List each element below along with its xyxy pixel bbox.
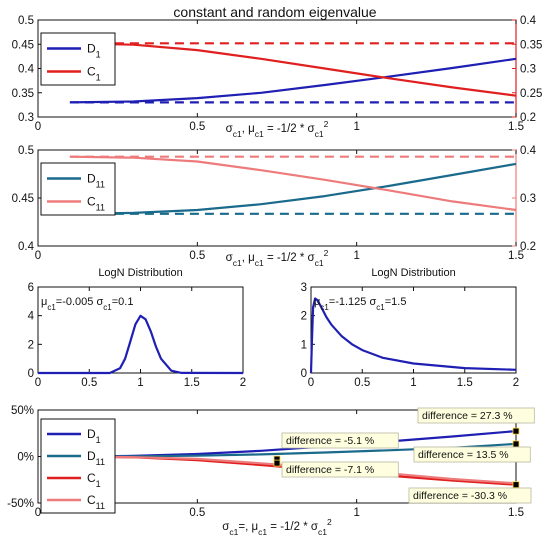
y-tick-label: 0%: [17, 452, 34, 464]
x-tick-label: 1: [353, 121, 359, 133]
difference-annotation-box: [413, 446, 531, 463]
x-axis-label: σc1, μc1 = -1/2 * σc12: [226, 248, 329, 268]
legend-box: [40, 32, 116, 86]
difference-annotation-box: [281, 461, 399, 478]
x-tick-label: 2: [240, 377, 246, 389]
legend-box: [40, 162, 116, 216]
y-tick-label: 4: [28, 311, 35, 323]
difference-annotation-box: [408, 487, 532, 504]
right-y-tick-label: 0.25: [520, 88, 542, 100]
legend-label: C1: [87, 65, 101, 83]
x-tick-label: 0: [35, 250, 41, 262]
series-line-dashed: [309, 297, 517, 374]
difference-annotation: difference = -7.1 %: [286, 464, 374, 476]
series-c11: [69, 155, 517, 212]
panel3: 0 0.5 1 1.5 2 0 2 4 6 LogN Distribution μc1=-0.005…: [28, 267, 247, 389]
distribution-params: μc1=-1.125 σc1=1.5: [314, 296, 406, 312]
x-tick-label: 1: [137, 377, 143, 389]
panel-title: LogN Distribution: [371, 267, 455, 279]
difference-annotation: difference = 13.5 %: [418, 449, 509, 461]
x-tick-label: 0: [35, 377, 41, 389]
x-tick-label: 0: [35, 121, 41, 133]
x-tick-label: 0: [35, 507, 41, 519]
x-tick-label: 1.5: [508, 121, 524, 133]
y-tick-label: 0.4: [18, 64, 35, 76]
datatip-marker: [512, 440, 520, 448]
difference-annotation: difference = -5.1 %: [286, 435, 374, 447]
y-tick-label: -50%: [7, 498, 34, 510]
panel-title: LogN Distribution: [98, 267, 182, 279]
legend-label: D11: [87, 172, 105, 190]
difference-annotation: difference = -30.3 %: [413, 490, 507, 502]
legend-label: D1: [87, 427, 101, 445]
x-axis-label: σc1, μc1 = -1/2 * σc12: [226, 119, 329, 139]
x-tick-label: 1.5: [184, 377, 200, 389]
x-tick-label: 0.5: [354, 377, 370, 389]
x-tick-label: 1: [410, 377, 416, 389]
legend-label: C11: [87, 493, 105, 511]
x-tick-label: 1.5: [457, 377, 473, 389]
y-tick-label: 0.45: [12, 193, 34, 205]
right-y-tick-label: 0.2: [520, 241, 536, 253]
series-d11: [69, 162, 517, 215]
panel4: 0 0.5 1 1.5 2 0 1 2 3 LogN Distribution μc1=-1.125…: [301, 267, 520, 389]
series-line-dashed: [38, 314, 244, 375]
legend-label: D1: [87, 42, 101, 60]
legend-label: C11: [87, 195, 105, 213]
x-tick-label: 1.5: [508, 250, 524, 262]
right-y-tick-label: 0.35: [520, 39, 542, 51]
x-tick-label: 0.5: [189, 507, 205, 519]
y-tick-label: 2: [301, 311, 307, 323]
y-tick-label: 3: [301, 282, 307, 294]
y-tick-label: 0.35: [12, 88, 34, 100]
x-tick-label: 0: [308, 377, 314, 389]
x-tick-label: 1.5: [508, 507, 524, 519]
datatip-marker: [512, 481, 520, 489]
difference-annotation-box: [417, 407, 535, 424]
series-c1: [69, 42, 517, 97]
y-tick-label: 0.5: [18, 145, 34, 157]
y-tick-label: 50%: [11, 405, 34, 417]
right-y-tick-label: 0.4: [520, 15, 537, 27]
panel1: 0 0.5 1 1.5 0.3 0.35 0.4 0.45 0.5 0.2 0.25 0.3 0.35 0…: [12, 15, 543, 139]
y-tick-label: 0.3: [18, 112, 34, 124]
panel2: 0 0.5 1 1.5 0.4 0.45 0.5 0.2 0.3 0.4 D11 C11 σc1, μc…: [12, 145, 537, 268]
y-tick-label: 2: [28, 339, 34, 351]
y-tick-label: 0.4: [18, 241, 35, 253]
y-tick-label: 0: [28, 368, 34, 380]
difference-annotation: difference = 27.3 %: [422, 410, 513, 422]
x-tick-label: 0.5: [189, 121, 205, 133]
legend-label: C1: [87, 471, 101, 489]
series-d1: [69, 57, 517, 104]
right-y-tick-label: 0.2: [520, 112, 536, 124]
y-tick-label: 0.45: [12, 39, 34, 51]
datatip-marker: [273, 459, 281, 467]
y-tick-label: 0.5: [18, 15, 34, 27]
x-tick-label: 2: [513, 377, 519, 389]
x-axis-label: σc1=, μc1 = -1/2 * σc12: [222, 517, 332, 537]
y-tick-label: 6: [28, 282, 34, 294]
difference-annotation-box: [281, 432, 399, 449]
y-tick-label: 1: [301, 339, 307, 351]
legend-label: D11: [87, 449, 105, 467]
x-tick-label: 0.5: [81, 377, 97, 389]
datatip-marker: [512, 427, 520, 435]
x-tick-label: 1: [353, 507, 359, 519]
distribution-params: μc1=-0.005 σc1=0.1: [41, 296, 133, 312]
x-tick-label: 1: [353, 250, 359, 262]
figure-title: constant and random eigenvalue: [173, 4, 376, 20]
x-tick-label: 0.5: [189, 250, 205, 262]
right-y-tick-label: 0.3: [520, 64, 536, 76]
right-y-tick-label: 0.3: [520, 193, 536, 205]
right-y-tick-label: 0.4: [520, 145, 537, 157]
y-tick-label: 0: [301, 368, 307, 380]
panel5: 0 0.5 1 1.5 -50% 0% 50% difference = 27.3 % diff…: [7, 405, 535, 537]
